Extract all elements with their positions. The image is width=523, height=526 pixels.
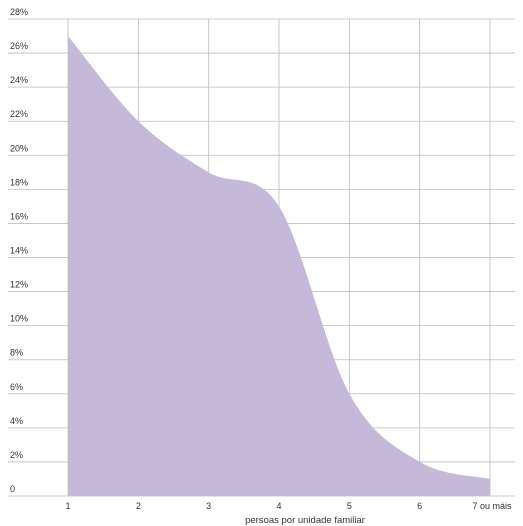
area-series — [67, 36, 491, 497]
x-tick-label: 5 — [347, 501, 352, 511]
y-tick-label: 0 — [10, 484, 15, 494]
y-tick-label: 16% — [10, 211, 28, 221]
x-axis-title: persoas por unidade familiar — [245, 515, 365, 526]
y-tick-label: 14% — [10, 246, 28, 256]
y-tick-label: 22% — [10, 109, 28, 119]
y-tick-label: 24% — [10, 75, 28, 85]
y-tick-label: 8% — [10, 348, 23, 358]
x-tick-label: 7 ou máis — [472, 501, 512, 511]
y-tick-label: 18% — [10, 177, 28, 187]
x-tick-label: 6 — [417, 501, 422, 511]
y-tick-label: 28% — [10, 7, 28, 17]
x-axis-tick-labels: 1 2 3 4 5 6 7 ou máis — [65, 501, 512, 511]
y-axis-tick-labels: 0 2% 4% 6% 8% 10% 12% 14% 16% 18% 20% 22% 24% 26% 28% — [10, 7, 28, 494]
y-tick-label: 4% — [10, 416, 23, 426]
y-tick-label: 2% — [10, 450, 23, 460]
y-tick-label: 12% — [10, 280, 28, 290]
y-tick-label: 6% — [10, 382, 23, 392]
y-tick-label: 10% — [10, 314, 28, 324]
x-tick-label: 4 — [276, 501, 281, 511]
x-tick-label: 2 — [136, 501, 141, 511]
x-tick-label: 3 — [206, 501, 211, 511]
area-fill — [68, 36, 490, 497]
y-tick-label: 26% — [10, 41, 28, 51]
x-tick-label: 1 — [65, 501, 70, 511]
y-tick-label: 20% — [10, 143, 28, 153]
